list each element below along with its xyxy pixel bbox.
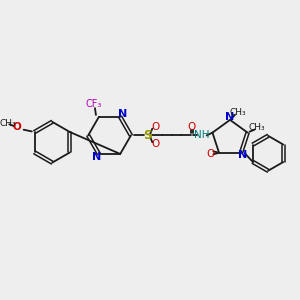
Text: O: O [151, 139, 159, 149]
Text: S: S [143, 129, 152, 142]
Text: CH₃: CH₃ [230, 108, 246, 117]
Text: N: N [225, 112, 235, 122]
Text: CH₃: CH₃ [249, 123, 266, 132]
Text: N: N [92, 152, 101, 162]
Text: N: N [118, 109, 127, 119]
Text: CH₃: CH₃ [0, 119, 16, 128]
Text: N: N [238, 150, 248, 160]
Text: O: O [151, 122, 159, 132]
Text: O: O [206, 149, 214, 159]
Text: O: O [13, 122, 21, 132]
Text: O: O [187, 122, 195, 132]
Text: CF₃: CF₃ [86, 99, 102, 109]
Text: NH: NH [194, 130, 210, 140]
